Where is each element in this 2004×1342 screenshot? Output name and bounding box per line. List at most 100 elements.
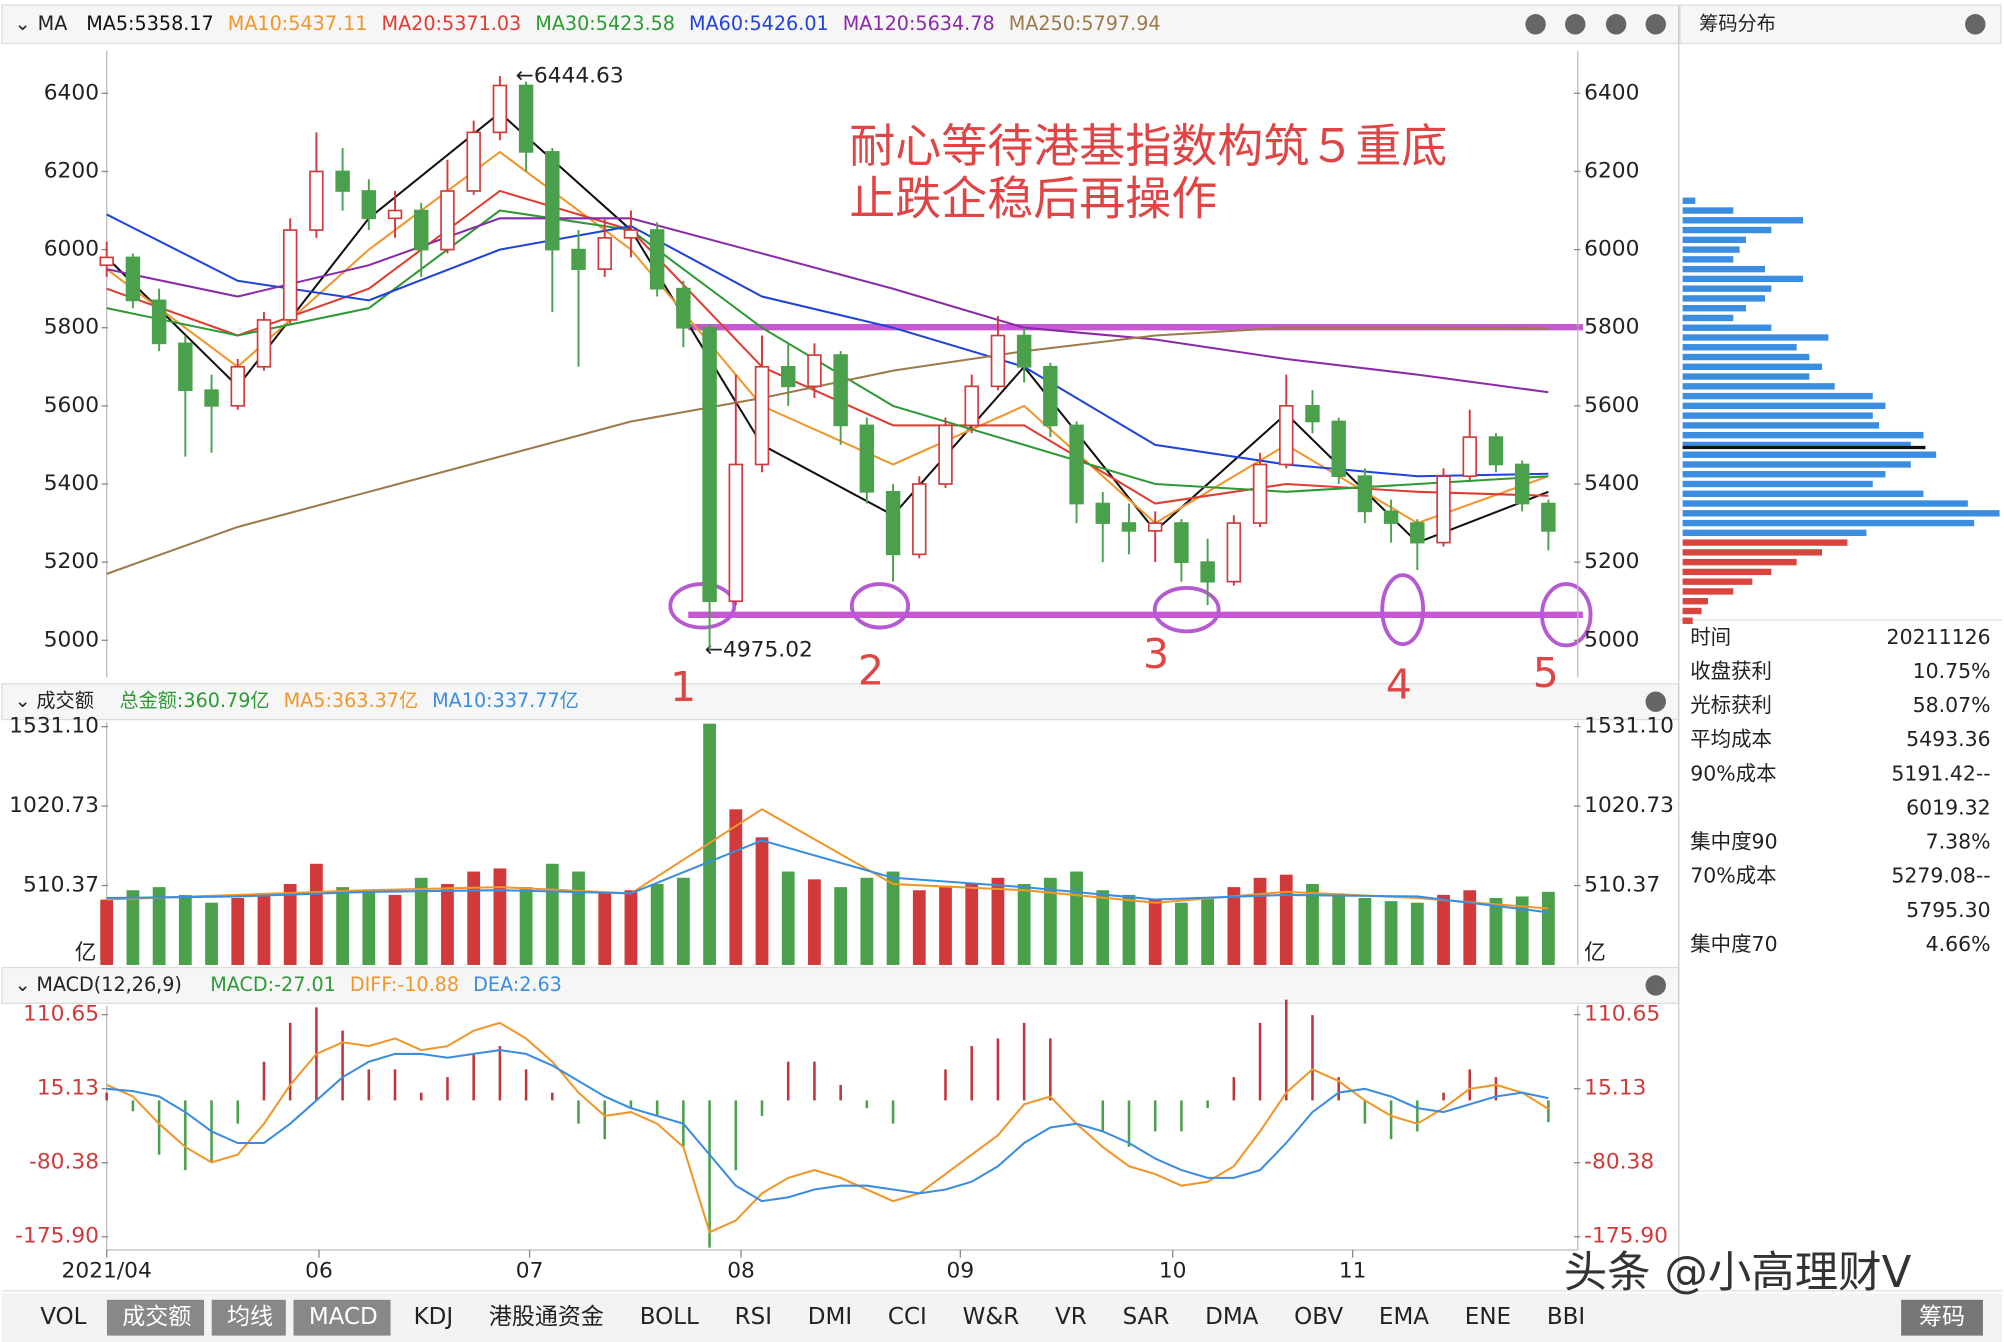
legend-entry: MA5:5358.17	[86, 12, 213, 35]
chip-bar	[1682, 353, 1810, 361]
chip-bar	[1682, 256, 1734, 263]
chip-bar	[1682, 539, 1848, 546]
tab[interactable]: VR	[1055, 1304, 1087, 1330]
tab[interactable]: 港股通资金	[489, 1304, 604, 1330]
button[interactable]	[1565, 14, 1586, 35]
tab[interactable]: DMI	[808, 1304, 852, 1330]
info-value: 6019.32	[1906, 795, 1991, 819]
y-tick-label: 5400	[1584, 471, 1639, 496]
tab[interactable]: CCI	[888, 1304, 927, 1330]
collapse[interactable]: ⌄	[15, 689, 31, 712]
indicator-line	[106, 209, 1549, 493]
settings[interactable]	[1965, 14, 1986, 35]
tab[interactable]: OBV	[1294, 1304, 1343, 1330]
candle-body	[204, 389, 219, 407]
volume-bar	[755, 837, 769, 965]
settings[interactable]	[1645, 975, 1666, 996]
candle-body	[335, 170, 350, 192]
tab[interactable]: VOL	[40, 1304, 86, 1330]
candle-body	[833, 354, 848, 427]
chip-button-label[interactable]: 筹码	[1919, 1304, 1965, 1330]
chip-bar	[1682, 461, 1911, 468]
indicator-line	[106, 326, 1549, 575]
candle-body	[807, 354, 822, 388]
tab[interactable]: DMA	[1205, 1304, 1259, 1330]
volume-bar	[1332, 893, 1346, 965]
y-tick-label: 5000	[1584, 627, 1639, 652]
y-tick-label: 110.65	[23, 1002, 99, 1027]
chip-bar	[1682, 207, 1734, 214]
y-tick-label: 5800	[1584, 315, 1639, 340]
settings[interactable]	[1645, 691, 1666, 712]
unit-label: 亿	[1584, 940, 1606, 965]
volume-bar	[1541, 891, 1555, 965]
volume-bar	[1279, 874, 1293, 965]
volume-bar	[1410, 902, 1424, 965]
candle-body	[1279, 405, 1294, 466]
volume-bar	[912, 890, 926, 965]
volume-bar	[362, 891, 376, 965]
volume-bar	[834, 887, 848, 965]
candle-body	[1436, 475, 1451, 544]
collapse[interactable]: ⌄	[15, 973, 31, 996]
settings[interactable]	[1645, 14, 1666, 35]
y-tick-label: 6200	[44, 158, 99, 183]
volume-bar	[100, 899, 114, 965]
tab[interactable]: KDJ	[414, 1304, 454, 1330]
chip-bar	[1682, 363, 1823, 370]
indicator-line	[106, 1049, 1549, 1203]
y-tick-label: 5400	[44, 471, 99, 496]
candle-body	[990, 334, 1006, 388]
candle-body	[1095, 502, 1110, 524]
info-value: 5493.36	[1906, 727, 1991, 751]
y-tick-label: 1531.10	[9, 714, 99, 739]
indicator-line	[106, 839, 1549, 914]
annotation-title: 耐心等待港基指数构筑５重底	[849, 119, 1447, 173]
tab-active[interactable]	[106, 1299, 205, 1336]
y-tick-label: 5200	[44, 549, 99, 574]
candle-body	[1331, 420, 1346, 478]
candle-body	[256, 319, 272, 368]
candle-body	[1069, 424, 1084, 505]
x-tick-label: 09	[947, 1259, 975, 1284]
tab[interactable]: 成交额	[122, 1304, 191, 1330]
tab[interactable]: BBI	[1547, 1304, 1585, 1330]
volume-bar	[624, 890, 638, 965]
tab-active[interactable]	[293, 1299, 391, 1336]
macd-header-bar	[1, 966, 1680, 1004]
volume-bar	[545, 863, 559, 965]
candle-body	[1226, 522, 1242, 583]
candle-body	[545, 151, 560, 251]
button[interactable]	[1525, 14, 1546, 35]
chip-button[interactable]	[1901, 1299, 1983, 1336]
volume-bar	[1384, 901, 1398, 965]
candle-body	[387, 209, 403, 220]
tab-active[interactable]	[211, 1299, 286, 1336]
tab[interactable]: W&R	[963, 1304, 1020, 1330]
volume-bar	[152, 887, 166, 965]
volume-bar	[1017, 884, 1031, 965]
candle-body	[1514, 463, 1530, 505]
y-tick-label: 110.65	[1584, 1002, 1660, 1027]
chip-bar	[1682, 412, 1873, 419]
volume-bar	[1096, 890, 1110, 965]
tab[interactable]: RSI	[735, 1304, 772, 1330]
volume-bar	[1253, 877, 1267, 965]
info-label: 平均成本	[1690, 727, 1772, 751]
chip-bar	[1682, 510, 2000, 517]
legend-entry: MA60:5426.01	[689, 12, 829, 35]
tab[interactable]: MACD	[309, 1304, 378, 1330]
button[interactable]	[1605, 14, 1627, 35]
y-tick-label: 6000	[44, 237, 99, 262]
volume-bar	[572, 871, 585, 965]
tab[interactable]: 均线	[227, 1304, 273, 1330]
tab[interactable]: EMA	[1379, 1304, 1429, 1330]
candle-body	[571, 248, 586, 270]
tab[interactable]: BOLL	[640, 1304, 699, 1330]
chip-bar	[1682, 588, 1734, 595]
tab[interactable]: SAR	[1123, 1304, 1170, 1330]
bottom-number: 1	[670, 663, 696, 711]
toolbar	[1525, 14, 1986, 996]
tab[interactable]: ENE	[1465, 1304, 1511, 1330]
